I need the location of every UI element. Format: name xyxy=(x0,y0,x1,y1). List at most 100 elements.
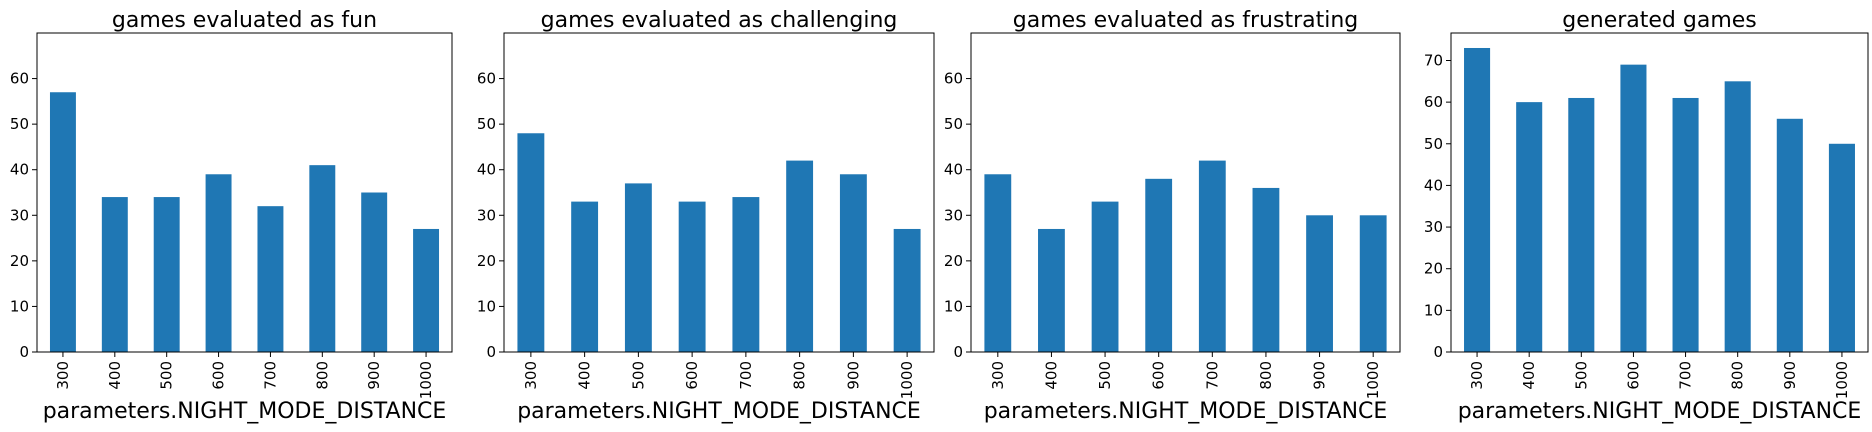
bar-800 xyxy=(309,165,336,352)
x-tick-label: 900 xyxy=(1781,361,1799,390)
y-tick-label: 60 xyxy=(1424,93,1443,111)
chart-panel-generated: generated games 0 10 20 30 40 50 60 70 300 400 500 6… xyxy=(1404,0,1872,432)
chart-title: generated games xyxy=(1562,8,1757,33)
bar-700 xyxy=(1672,97,1699,352)
bar-600 xyxy=(1620,64,1647,353)
bar-500 xyxy=(624,183,652,352)
y-tick-label: 40 xyxy=(10,161,29,179)
x-tick-label: 1000 xyxy=(417,361,435,399)
y-tick-label: 0 xyxy=(19,343,29,361)
x-tick-label: 800 xyxy=(1729,361,1747,390)
bar-900 xyxy=(839,174,867,352)
plot-frame xyxy=(36,32,453,353)
y-tick-label: 60 xyxy=(477,70,496,88)
x-axis-label: parameters.NIGHT_MODE_DISTANCE xyxy=(517,399,921,424)
bar-400 xyxy=(571,201,599,352)
x-tick-label: 900 xyxy=(844,361,862,390)
x-tick-label: 800 xyxy=(791,361,809,390)
bar-600 xyxy=(1145,178,1173,352)
y-tick-label: 40 xyxy=(1424,176,1443,194)
y-tick-label: 20 xyxy=(1424,260,1443,278)
y-tick-label: 70 xyxy=(1424,51,1443,69)
plot-frame xyxy=(970,32,1401,353)
y-tick-label: 50 xyxy=(1424,135,1443,153)
bar-600 xyxy=(205,174,232,352)
y-tick-label: 20 xyxy=(477,252,496,270)
x-tick-label: 700 xyxy=(1203,361,1221,390)
y-tick-label: 0 xyxy=(486,343,496,361)
bar-400 xyxy=(1038,228,1065,352)
bar-800 xyxy=(786,160,814,352)
bar-1000 xyxy=(893,228,921,352)
bar-300 xyxy=(517,133,545,352)
bar-chart-generated: generated games 0 10 20 30 40 50 60 70 300 400 500 6… xyxy=(1424,8,1869,424)
chart-title: games evaluated as fun xyxy=(112,8,377,33)
bar-800 xyxy=(1724,81,1751,352)
y-tick-label: 0 xyxy=(953,343,963,361)
y-tick-label: 30 xyxy=(944,206,963,224)
y-tick-label: 40 xyxy=(944,161,963,179)
chart-panel-fun: games evaluated as fun 0 10 20 30 40 50 60 300 40… xyxy=(0,0,468,432)
bar-700 xyxy=(257,206,284,352)
x-tick-label: 300 xyxy=(989,361,1007,390)
bar-400 xyxy=(101,197,128,352)
plot-frame xyxy=(1450,32,1869,353)
x-axis-label: parameters.NIGHT_MODE_DISTANCE xyxy=(43,399,447,424)
x-tick-label: 500 xyxy=(1096,361,1114,390)
y-tick-label: 50 xyxy=(477,115,496,133)
x-tick-label: 1000 xyxy=(898,361,916,399)
y-tick-label: 60 xyxy=(10,70,29,88)
y-tick-label: 30 xyxy=(10,206,29,224)
bar-500 xyxy=(1568,97,1595,352)
chart-panel-challenging: games evaluated as challenging 0 10 20 30 40 5… xyxy=(468,0,936,432)
x-tick-label: 1000 xyxy=(1364,361,1382,399)
x-tick-label: 400 xyxy=(1520,361,1538,390)
plot-frame xyxy=(503,32,935,353)
x-tick-label: 500 xyxy=(629,361,647,390)
y-tick-label: 40 xyxy=(477,161,496,179)
x-tick-label: 800 xyxy=(1257,361,1275,390)
bar-400 xyxy=(1516,102,1543,352)
y-tick-label: 20 xyxy=(944,252,963,270)
bar-1000 xyxy=(1359,215,1387,352)
x-tick-label: 700 xyxy=(1677,361,1695,390)
x-tick-label: 700 xyxy=(261,361,279,390)
y-tick-label: 30 xyxy=(477,206,496,224)
bar-700 xyxy=(732,197,760,352)
x-tick-label: 600 xyxy=(1150,361,1168,390)
bar-300 xyxy=(984,174,1012,352)
x-tick-label: 300 xyxy=(1468,361,1486,390)
x-tick-label: 500 xyxy=(1572,361,1590,390)
x-tick-label: 600 xyxy=(683,361,701,390)
bar-700 xyxy=(1198,160,1226,352)
x-axis-label: parameters.NIGHT_MODE_DISTANCE xyxy=(984,399,1388,424)
chart-title: games evaluated as challenging xyxy=(541,8,898,33)
bar-900 xyxy=(1776,118,1803,352)
chart-title: games evaluated as frustrating xyxy=(1013,8,1359,33)
x-axis-label: parameters.NIGHT_MODE_DISTANCE xyxy=(1458,399,1862,424)
bar-chart-fun: games evaluated as fun 0 10 20 30 40 50 60 300 40… xyxy=(10,8,453,424)
x-tick-label: 300 xyxy=(522,361,540,390)
bar-800 xyxy=(1252,187,1280,352)
bar-chart-challenging: games evaluated as challenging 0 10 20 30 40 5… xyxy=(477,8,935,424)
bar-300 xyxy=(49,92,76,353)
y-tick-label: 50 xyxy=(10,115,29,133)
y-tick-label: 10 xyxy=(1424,301,1443,319)
x-tick-label: 300 xyxy=(54,361,72,390)
y-tick-label: 0 xyxy=(1433,343,1443,361)
x-tick-label: 900 xyxy=(365,361,383,390)
x-tick-label: 500 xyxy=(158,361,176,390)
x-tick-label: 400 xyxy=(576,361,594,390)
x-tick-label: 900 xyxy=(1311,361,1329,390)
y-tick-label: 10 xyxy=(944,297,963,315)
bar-900 xyxy=(1306,215,1333,352)
bar-900 xyxy=(361,192,388,352)
y-tick-label: 50 xyxy=(944,115,963,133)
x-tick-label: 700 xyxy=(737,361,755,390)
x-tick-label: 1000 xyxy=(1833,361,1851,399)
x-tick-label: 600 xyxy=(210,361,228,390)
bar-1000 xyxy=(413,228,440,352)
x-tick-label: 400 xyxy=(106,361,124,390)
bar-300 xyxy=(1464,47,1491,353)
